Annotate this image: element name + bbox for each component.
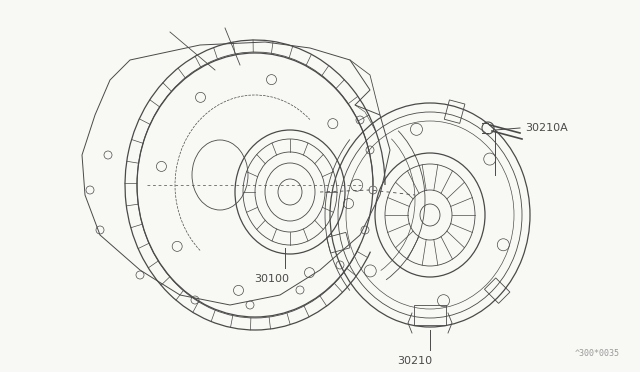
Bar [414, 305, 446, 325]
Text: 30210: 30210 [397, 356, 433, 366]
Text: ^300*0035: ^300*0035 [575, 349, 620, 358]
Text: 30210A: 30210A [525, 123, 568, 133]
Text: 30100: 30100 [255, 274, 289, 284]
